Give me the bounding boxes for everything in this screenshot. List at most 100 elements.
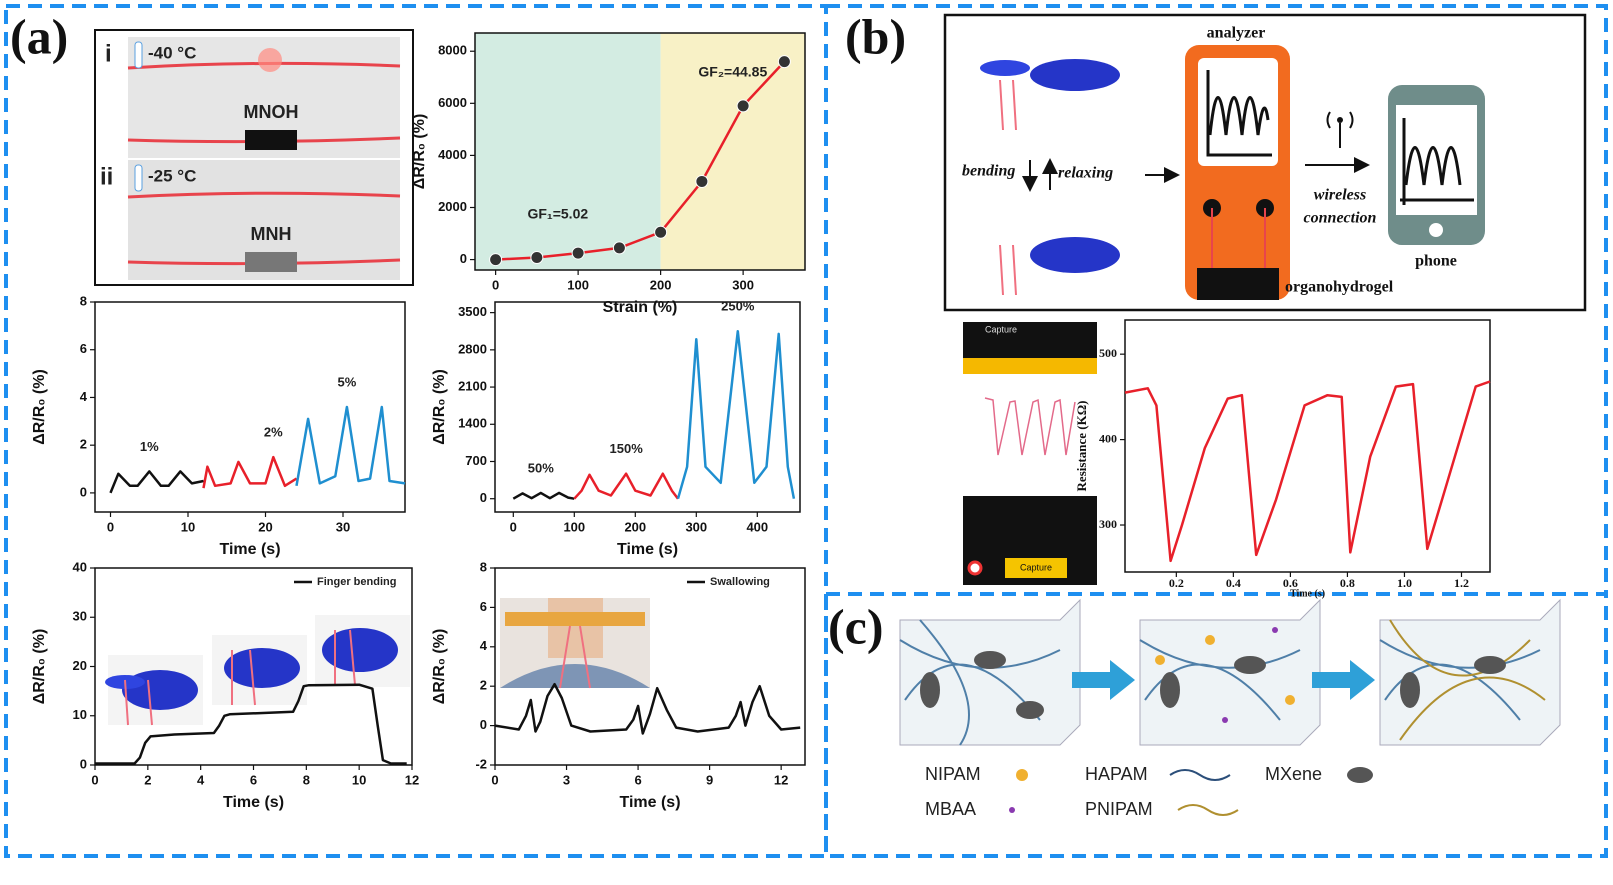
y-tick-label: 2100 (458, 379, 487, 394)
y-tick-label: 8 (80, 293, 87, 308)
series-line (95, 683, 407, 765)
y-tick-label: 0 (80, 756, 87, 771)
data-point (489, 253, 503, 267)
y-axis-label: ΔR/R₀ (%) (31, 629, 48, 705)
legend-label: HAPAM (1085, 764, 1148, 784)
wire (1211, 208, 1266, 268)
legend-label: NIPAM (925, 764, 981, 784)
x-tick-label: 9 (706, 772, 713, 787)
x-tick-label: 200 (650, 277, 672, 292)
mbaa (1222, 717, 1228, 723)
diagram-c: NIPAM MBAA HAPAM PNIPAM MXene (899, 598, 1561, 819)
data-point (736, 99, 750, 113)
x-tick-label: 100 (563, 519, 585, 534)
y-tick-label: 20 (73, 658, 87, 673)
data-point (571, 246, 585, 260)
x-axis-label: Time (s) (219, 541, 280, 558)
series-label: 50% (528, 460, 554, 475)
led-glow (258, 48, 282, 72)
cube (1139, 598, 1321, 746)
nipam (1285, 695, 1295, 705)
y-tick-label: 2000 (438, 199, 467, 214)
x-tick-label: 0.8 (1340, 576, 1355, 590)
series-line (295, 405, 406, 487)
y-tick-label: 2 (80, 437, 87, 452)
glove (1030, 237, 1120, 273)
y-axis-label: ΔR/R₀ (%) (431, 369, 448, 445)
x-tick-label: 0.6 (1283, 576, 1298, 590)
diagram-frame (943, 13, 1587, 312)
y-tick-label: 2800 (458, 341, 487, 356)
y-tick-label: 400 (1099, 431, 1117, 445)
record-icon (967, 560, 983, 576)
mxene (1400, 672, 1420, 708)
y-axis-label: ΔR/R₀ (%) (31, 369, 48, 445)
arrow (1312, 660, 1375, 700)
network-cube (1139, 598, 1321, 746)
legend-label: MBAA (925, 799, 976, 819)
y-tick-label: 500 (1099, 346, 1117, 360)
y-tick-label: 300 (1099, 517, 1117, 531)
series-line (573, 472, 679, 500)
series-line (202, 455, 298, 489)
x-tick-label: 10 (181, 519, 195, 534)
y-tick-label: 30 (73, 609, 87, 624)
legend-label: PNIPAM (1085, 799, 1153, 819)
arrow (1072, 660, 1135, 700)
y-tick-label: 6000 (438, 95, 467, 110)
y-tick-label: 10 (73, 707, 87, 722)
x-tick-label: 0 (491, 772, 498, 787)
series-label: 5% (337, 374, 356, 389)
chains (1139, 639, 1301, 721)
plot-frame (494, 567, 806, 766)
x-tick-label: 20 (258, 519, 272, 534)
y-tick-label: 4000 (438, 147, 467, 162)
legend-label: Finger bending (317, 576, 396, 588)
mxene (1474, 656, 1506, 674)
y-tick-label: 0 (460, 251, 467, 266)
mbaa (1272, 627, 1278, 633)
legend-symbol (1009, 807, 1015, 813)
y-tick-label: 40 (73, 559, 87, 574)
annotation: GF₁=5.02 (527, 206, 588, 222)
diagram-label: phone (1415, 253, 1457, 270)
y-axis-label: Resistance (KΩ) (1074, 401, 1089, 492)
x-tick-label: 300 (732, 277, 754, 292)
thermometer (134, 41, 143, 69)
diagram-label: bending (962, 163, 1015, 180)
x-axis-label: Time (s) (617, 541, 678, 558)
x-tick-label: 3 (563, 772, 570, 787)
panel-label: (c) (828, 598, 884, 654)
x-tick-label: 0.4 (1226, 576, 1241, 590)
sensor-tape (505, 612, 645, 626)
data-point (612, 241, 626, 255)
plot-frame (494, 301, 801, 513)
signal-icon (1400, 118, 1474, 205)
app-trace (984, 397, 1076, 456)
shirt (500, 664, 650, 688)
diagram-label: connection (1304, 210, 1377, 227)
series-label: 1% (140, 439, 159, 454)
plot-frame (474, 32, 806, 271)
x-tick-label: 1.0 (1397, 576, 1412, 590)
photo-box: i -40 °C MNOH ii -25 °C MNH (94, 29, 414, 286)
thermometer (134, 164, 143, 192)
data-point (654, 225, 668, 239)
photo-frame (94, 29, 414, 286)
diagram-label: organohydrogel (1285, 279, 1394, 296)
x-tick-label: 200 (624, 519, 646, 534)
x-tick-label: 6 (250, 772, 257, 787)
cube (1379, 598, 1561, 746)
sample-name: MNH (251, 224, 292, 244)
series-label: 150% (610, 441, 644, 456)
neck (548, 598, 603, 658)
diagram-label: analyzer (1207, 25, 1266, 42)
series-line (495, 60, 786, 261)
wire (559, 625, 591, 689)
network-cube (1379, 598, 1561, 746)
sample-block (245, 252, 297, 272)
temperature: -25 °C (148, 166, 196, 185)
network-cube (899, 598, 1081, 746)
series-line (676, 329, 796, 500)
x-tick-label: 400 (746, 519, 768, 534)
